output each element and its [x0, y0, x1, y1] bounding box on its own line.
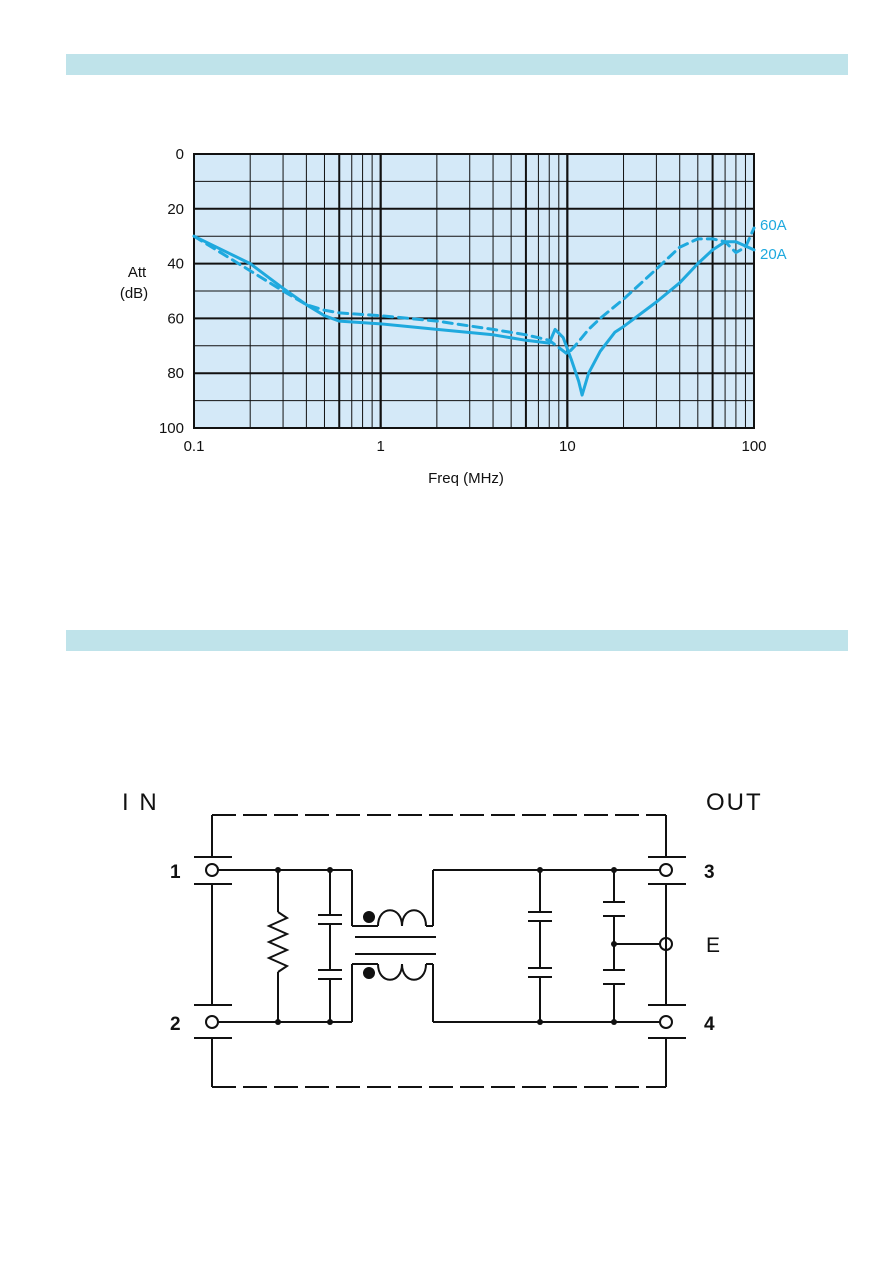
output-terminal-4	[648, 1004, 686, 1039]
y-tick-label: 100	[159, 420, 184, 437]
bleeder-resistor	[266, 870, 290, 1022]
x-capacitor-output	[528, 870, 552, 1022]
y-capacitors	[603, 870, 625, 1022]
earth-terminal	[614, 937, 673, 951]
section-header-band	[66, 630, 848, 651]
input-terminal-1	[194, 856, 232, 1005]
pin-2-label: 2	[170, 1014, 181, 1035]
series-line-20A	[192, 234, 756, 397]
pin-1-label: 1	[170, 862, 181, 883]
x-tick-label: 10	[559, 438, 576, 455]
series-line-60A	[192, 226, 756, 356]
input-terminal-2	[194, 1004, 232, 1039]
y-tick-label: 60	[167, 310, 184, 327]
x-tick-label: 100	[741, 438, 766, 455]
y-tick-label: 40	[167, 256, 184, 273]
y-tick-label: 20	[167, 201, 184, 218]
x-tick-label: 0.1	[184, 438, 205, 455]
x-axis-title: Freq (MHz)	[428, 470, 504, 487]
y-tick-label: 0	[176, 146, 184, 163]
junction-dots	[275, 867, 617, 1025]
output-terminal-3	[648, 856, 686, 1005]
plot-frame	[193, 153, 755, 429]
output-label: OUT	[706, 789, 763, 816]
top-header-band	[66, 54, 848, 75]
y-axis-title-line1: Att	[128, 264, 147, 281]
shield-outline	[212, 814, 666, 1088]
series-label-20A: 20A	[760, 246, 787, 263]
y-axis-title-line2: (dB)	[120, 285, 148, 302]
earth-label: E	[706, 934, 720, 957]
common-mode-choke	[351, 870, 436, 1022]
series-label-60A: 60A	[760, 217, 787, 234]
x-capacitor-input	[318, 870, 342, 1022]
pin-4-label: 4	[704, 1014, 715, 1035]
x-tick-label: 1	[376, 438, 384, 455]
input-label: I N	[122, 789, 159, 816]
y-tick-label: 80	[167, 365, 184, 382]
pin-3-label: 3	[704, 862, 715, 883]
